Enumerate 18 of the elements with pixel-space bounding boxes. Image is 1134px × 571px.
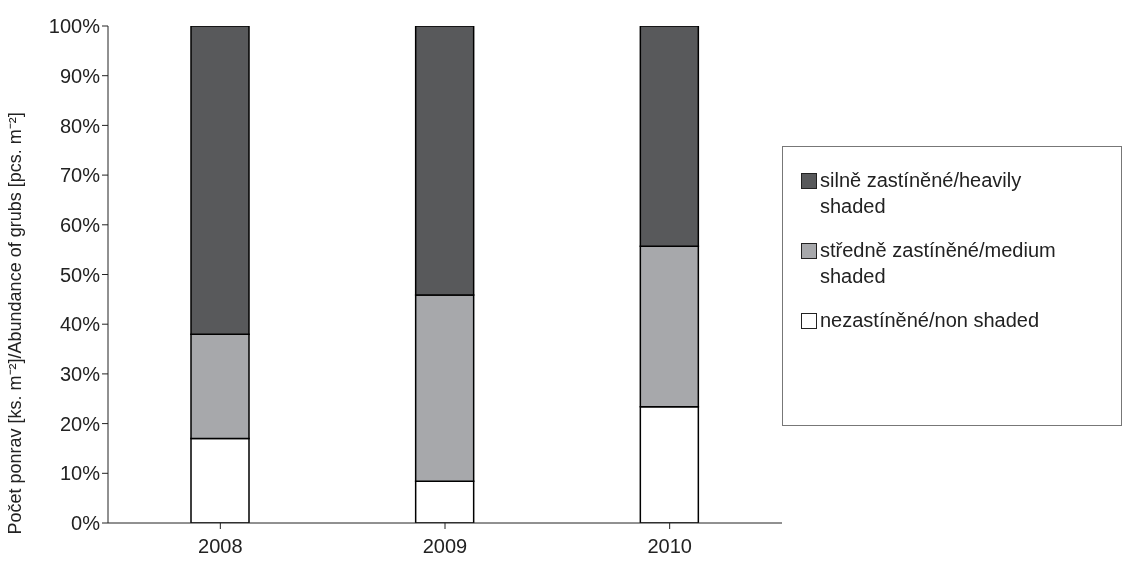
- y-tick-label: 30%: [59, 363, 101, 385]
- text: nezastíněné/non shaded: [820, 307, 1041, 333]
- y-tick-label: 20%: [59, 412, 101, 435]
- y-tick-label: 40%: [59, 313, 101, 336]
- x-tick-label: 2010: [647, 535, 692, 558]
- y-tick-label: 100%: [48, 15, 101, 38]
- y-tick-label: 0%: [71, 512, 101, 535]
- legend-label: silně zastíněné/heavily shaded: [820, 167, 1023, 219]
- x-tick-label: 2009: [422, 535, 468, 558]
- y-tick-label: 10%: [59, 462, 101, 485]
- y-tick-label: 80%: [59, 114, 101, 137]
- y-axis-title: Počet ponrav [ks. m⁻²]/Abundance of grubs [pcs. m⁻²]: [5, 112, 26, 535]
- x-tick-label: 2008: [198, 535, 243, 558]
- y-tick-label: 60%: [59, 213, 101, 236]
- y-tick-label: 90%: [59, 64, 101, 87]
- y-tick-label: 70%: [59, 164, 101, 187]
- legend-label: středně zastíněné/medium shaded: [820, 237, 1057, 289]
- y-tick-label: 50%: [59, 263, 101, 286]
